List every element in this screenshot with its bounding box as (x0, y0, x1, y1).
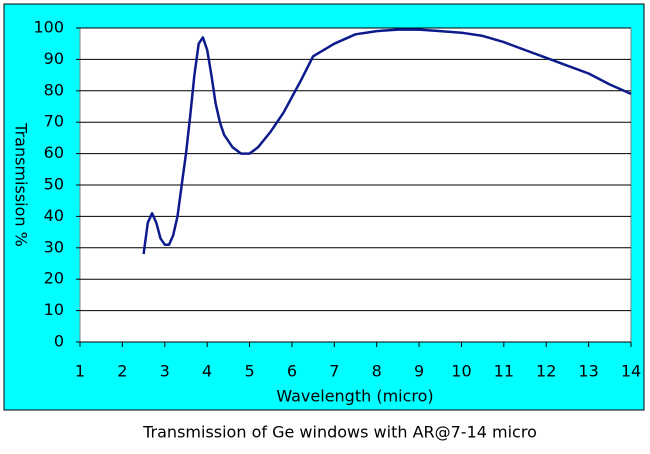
x-axis-label: Wavelength (micro) (276, 387, 433, 406)
y-tick-label: 20 (44, 269, 64, 288)
y-tick-label: 50 (44, 175, 64, 194)
x-tick-label: 8 (372, 362, 382, 381)
x-tick-label: 10 (451, 362, 471, 381)
y-tick-label: 10 (44, 300, 64, 319)
x-tick-label: 2 (117, 362, 127, 381)
data-line (142, 28, 632, 255)
x-tick-label: 5 (244, 362, 254, 381)
y-tick-label: 100 (33, 18, 64, 37)
x-tick-label: 12 (536, 362, 556, 381)
y-axis-label: Transmission % (12, 122, 31, 247)
x-tick-label: 3 (160, 362, 170, 381)
x-tick-label: 13 (578, 362, 598, 381)
y-tick-label: 60 (44, 143, 64, 162)
x-tick-label: 7 (329, 362, 339, 381)
x-tick-label: 11 (494, 362, 514, 381)
y-tick-label: 80 (44, 80, 64, 99)
y-tick-label: 0 (54, 332, 64, 351)
x-tick-label: 9 (414, 362, 424, 381)
y-tick-label: 70 (44, 112, 64, 131)
y-tick-label: 40 (44, 206, 64, 225)
x-tick-label: 4 (202, 362, 212, 381)
y-tick-label: 30 (44, 237, 64, 256)
caption: Transmission of Ge windows with AR@7-14 … (142, 423, 537, 442)
x-tick-label: 14 (621, 362, 641, 381)
y-tick-label: 90 (44, 49, 64, 68)
x-tick-label: 1 (75, 362, 85, 381)
x-tick-label: 6 (287, 362, 297, 381)
